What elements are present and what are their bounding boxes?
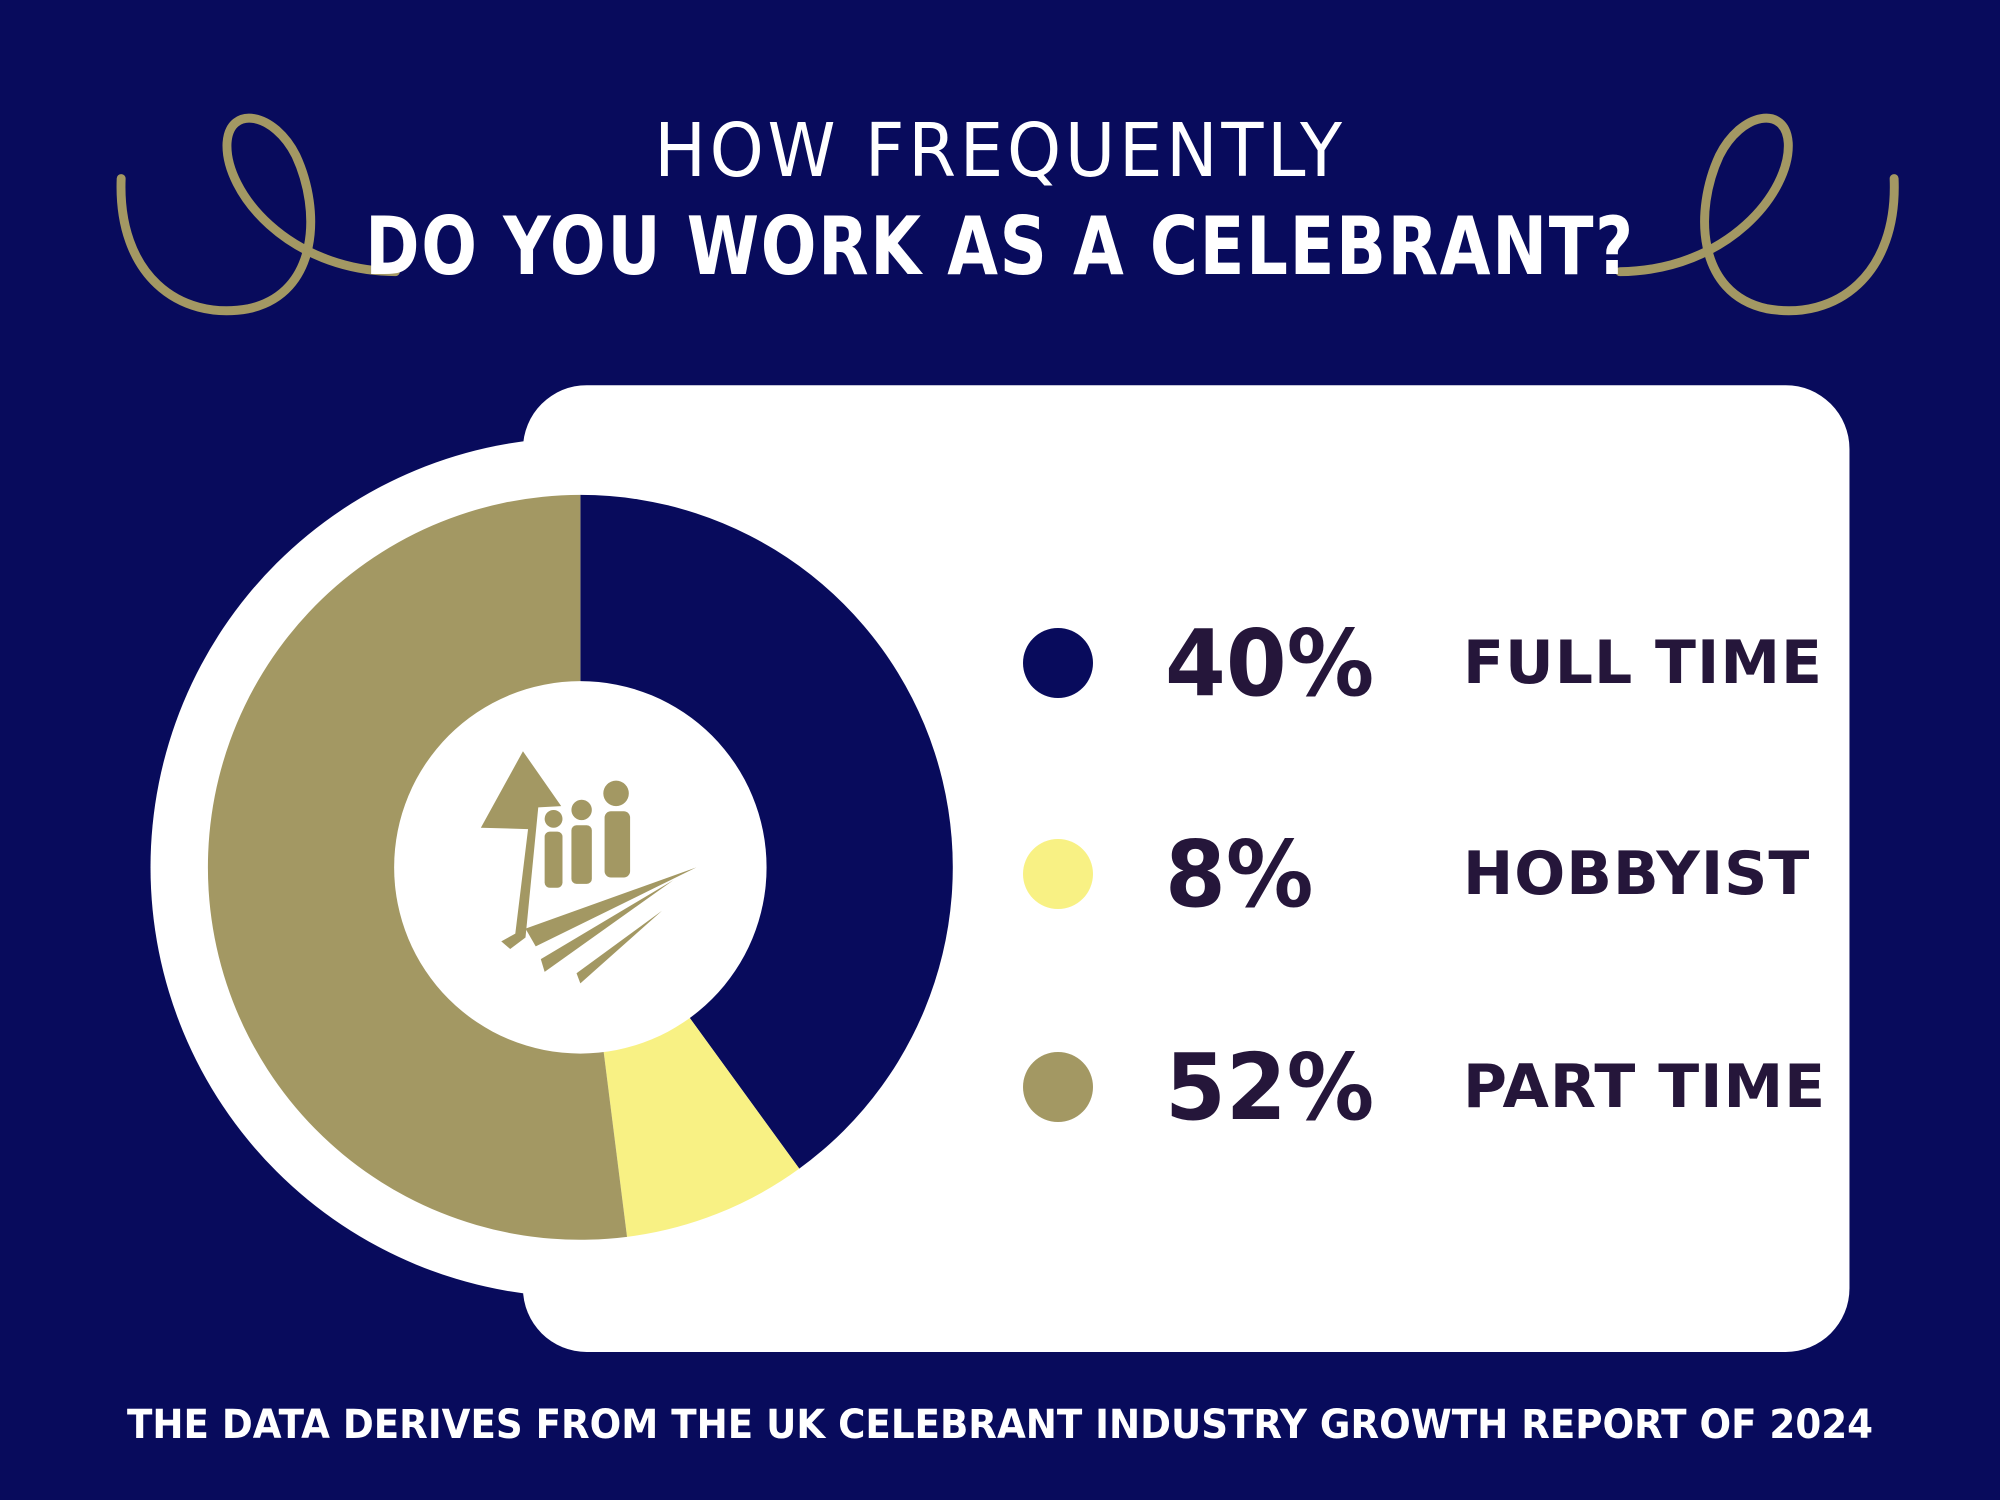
legend-item-full-time: 40% FULL TIME: [1023, 610, 1822, 717]
legend-percent: 52%: [1165, 1033, 1375, 1141]
right-swirl-decoration: [1615, 113, 1899, 316]
legend-label: HOBBYIST: [1463, 839, 1811, 909]
legend-dot: [1023, 628, 1093, 698]
legend-percent: 40%: [1165, 609, 1375, 717]
legend-dot: [1023, 1052, 1093, 1122]
legend-item-part-time: 52% PART TIME: [1023, 1034, 1825, 1141]
legend-label: FULL TIME: [1463, 628, 1824, 698]
legend-dot: [1023, 839, 1093, 909]
title-line-2: DO YOU WORK AS A CELEBRANT?: [365, 200, 1635, 293]
growth-logo-icon: [480, 751, 697, 984]
source-footer: THE DATA DERIVES FROM THE UK CELEBRANT I…: [127, 1402, 1873, 1448]
title-line-1: HOW FREQUENTLY: [654, 108, 1346, 194]
legend-label: PART TIME: [1463, 1052, 1827, 1122]
legend-item-hobbyist: 8% HOBBYIST: [1023, 821, 1809, 928]
donut-slice-full-time: [580, 494, 953, 1169]
left-swirl-decoration: [116, 113, 400, 316]
legend-percent: 8%: [1165, 820, 1314, 928]
